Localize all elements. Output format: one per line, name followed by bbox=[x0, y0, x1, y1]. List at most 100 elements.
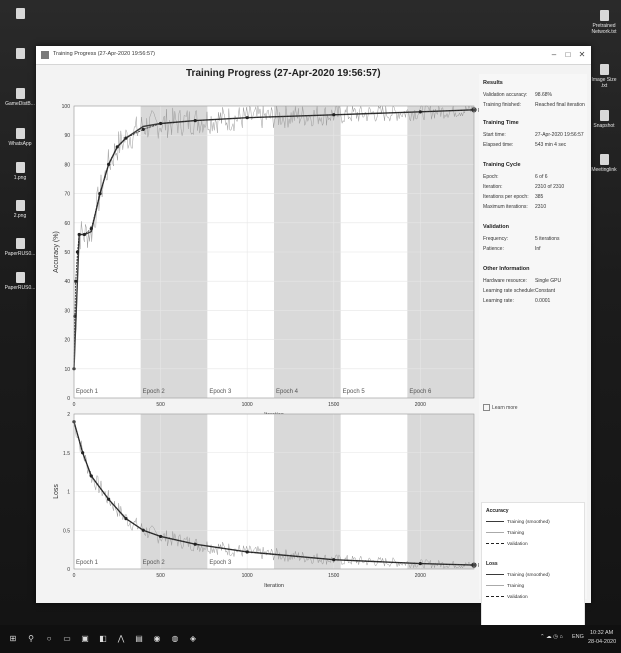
epoch-label: Epoch 3 bbox=[209, 560, 232, 566]
taskbar-app-icon[interactable]: ▣ bbox=[81, 634, 89, 643]
file-icon bbox=[15, 162, 25, 173]
minimize-button[interactable]: – bbox=[551, 50, 557, 59]
legend-item: Training (smoothed) bbox=[486, 573, 550, 578]
validation-point bbox=[332, 558, 336, 562]
epoch-label: Epoch 2 bbox=[143, 389, 166, 395]
x-tick-label: 2000 bbox=[415, 402, 426, 408]
close-button[interactable]: ✕ bbox=[578, 50, 586, 59]
legend-label: Training bbox=[507, 531, 525, 536]
desktop-icon-label: PaperRUS0... bbox=[4, 285, 36, 291]
cortana-icon[interactable]: ○ bbox=[46, 634, 52, 643]
taskbar-app-icon[interactable]: ◧ bbox=[99, 634, 107, 643]
learn-more-label: Learn more bbox=[492, 404, 518, 411]
desktop-icon[interactable]: WhatsApp bbox=[2, 128, 38, 147]
file-icon bbox=[15, 48, 25, 59]
desktop-icon-label: GameDistB... bbox=[5, 101, 35, 107]
info-value: 0.0001 bbox=[535, 298, 551, 304]
taskbar-app-icon[interactable]: ◈ bbox=[189, 634, 197, 643]
taskbar-app-icon[interactable]: ◍ bbox=[171, 634, 179, 643]
search-icon[interactable]: ⚲ bbox=[28, 634, 34, 643]
info-icon bbox=[483, 404, 490, 411]
y-tick-label: 60 bbox=[64, 221, 70, 227]
legend-item: Training (smoothed) bbox=[486, 520, 550, 525]
info-key: Hardware resource: bbox=[483, 278, 527, 284]
matlab-taskbar-icon[interactable]: ⋀ bbox=[117, 634, 125, 643]
y-tick-label: 20 bbox=[64, 338, 70, 344]
desktop-icon[interactable]: 1.png bbox=[2, 162, 38, 181]
y-tick-label: 1 bbox=[67, 490, 70, 496]
training-progress-window: Training Progress (27-Apr-2020 19:56:57)… bbox=[36, 46, 591, 639]
validation-point bbox=[107, 162, 111, 166]
validation-point bbox=[107, 497, 111, 501]
info-value: Inf bbox=[535, 246, 541, 252]
line-swatch bbox=[486, 521, 504, 523]
taskbar-app-icon[interactable]: ▤ bbox=[135, 634, 143, 643]
validation-heading: Validation bbox=[483, 224, 509, 230]
y-tick-label: 70 bbox=[64, 192, 70, 198]
legend-label: Validation bbox=[507, 595, 528, 600]
clock-time[interactable]: 10:32 AM bbox=[590, 630, 614, 636]
desktop-icon[interactable]: PaperRUS0... bbox=[2, 238, 38, 257]
start-windows-icon[interactable]: ⊞ bbox=[9, 634, 17, 643]
x-tick-label: 0 bbox=[73, 402, 76, 408]
desktop-icon[interactable]: Meetinglink bbox=[588, 154, 620, 173]
info-key: Training finished: bbox=[483, 102, 521, 108]
desktop-icon-label: WhatsApp bbox=[8, 141, 32, 147]
x-tick-label: 1500 bbox=[328, 402, 339, 408]
clock-date[interactable]: 28-04-2020 bbox=[588, 639, 617, 645]
info-value: 6 of 6 bbox=[535, 174, 548, 180]
results-heading: Results bbox=[483, 80, 503, 86]
validation-point bbox=[245, 550, 249, 554]
desktop-icon[interactable]: 2.png bbox=[2, 200, 38, 219]
y-tick-label: 1.5 bbox=[63, 451, 70, 457]
y-tick-label: 0.5 bbox=[63, 528, 70, 534]
info-value: 2310 of 2310 bbox=[535, 184, 565, 190]
epoch-label: Epoch 5 bbox=[343, 389, 366, 395]
validation-point bbox=[124, 136, 128, 140]
desktop-icon-label: Pretrained Network.txt bbox=[591, 23, 617, 35]
x-tick-label: 500 bbox=[156, 402, 165, 408]
validation-point bbox=[141, 528, 145, 532]
tray-icons[interactable]: ⌃ ☁ ◷ ⌂ bbox=[540, 634, 563, 640]
x-tick-label: 500 bbox=[156, 573, 165, 579]
info-value: 27-Apr-2020 19:56:57 bbox=[535, 132, 584, 138]
learn-more-link[interactable]: Learn more bbox=[483, 404, 518, 411]
desktop-icon-label: 2.png bbox=[13, 213, 27, 219]
desktop-icon[interactable]: GameDistB... bbox=[2, 88, 38, 107]
info-key: Elapsed time: bbox=[483, 142, 514, 148]
validation-point bbox=[418, 561, 422, 566]
desktop-icon[interactable]: Snapshot bbox=[588, 110, 620, 129]
validation-point bbox=[158, 534, 163, 539]
main-title: Training Progress (27-Apr-2020 19:56:57) bbox=[186, 68, 381, 79]
y-tick-label: 2 bbox=[67, 412, 70, 418]
desktop-icon[interactable] bbox=[2, 48, 38, 61]
info-key: Frequency: bbox=[483, 236, 509, 242]
legend-loss-heading: Loss bbox=[486, 561, 498, 567]
task-view-icon[interactable]: ▭ bbox=[63, 634, 71, 643]
y-tick-label: 0 bbox=[67, 396, 70, 402]
legend-item: Training bbox=[486, 531, 524, 536]
epoch-label: Epoch 6 bbox=[409, 389, 432, 395]
language-indicator[interactable]: ENG bbox=[572, 634, 584, 640]
validation-line bbox=[73, 421, 475, 566]
info-value: 543 min 4 sec bbox=[535, 142, 567, 148]
taskbar-app-icon[interactable]: ◉ bbox=[153, 634, 161, 643]
info-key: Iteration: bbox=[483, 184, 503, 190]
info-key: Start time: bbox=[483, 132, 506, 138]
maximize-button[interactable]: □ bbox=[565, 50, 571, 59]
validation-point bbox=[98, 192, 102, 196]
validation-line bbox=[73, 109, 475, 369]
desktop-icon-top[interactable] bbox=[2, 8, 38, 21]
file-icon bbox=[599, 110, 609, 121]
plot-frame bbox=[73, 413, 475, 570]
validation-point bbox=[158, 121, 163, 126]
info-value: Constant bbox=[535, 288, 556, 294]
desktop-icon[interactable]: PaperRUS0... bbox=[2, 272, 38, 291]
desktop-icon[interactable]: Image Size .txt bbox=[588, 64, 620, 89]
desktop-icon-label: 1.png bbox=[13, 175, 27, 181]
desktop-icon[interactable]: Pretrained Network.txt bbox=[588, 10, 620, 35]
desktop-icon-label: Meetinglink bbox=[591, 167, 617, 173]
title-bar[interactable]: Training Progress (27-Apr-2020 19:56:57)… bbox=[36, 46, 591, 65]
validation-point bbox=[418, 110, 422, 114]
legend-item: Validation bbox=[486, 595, 528, 600]
